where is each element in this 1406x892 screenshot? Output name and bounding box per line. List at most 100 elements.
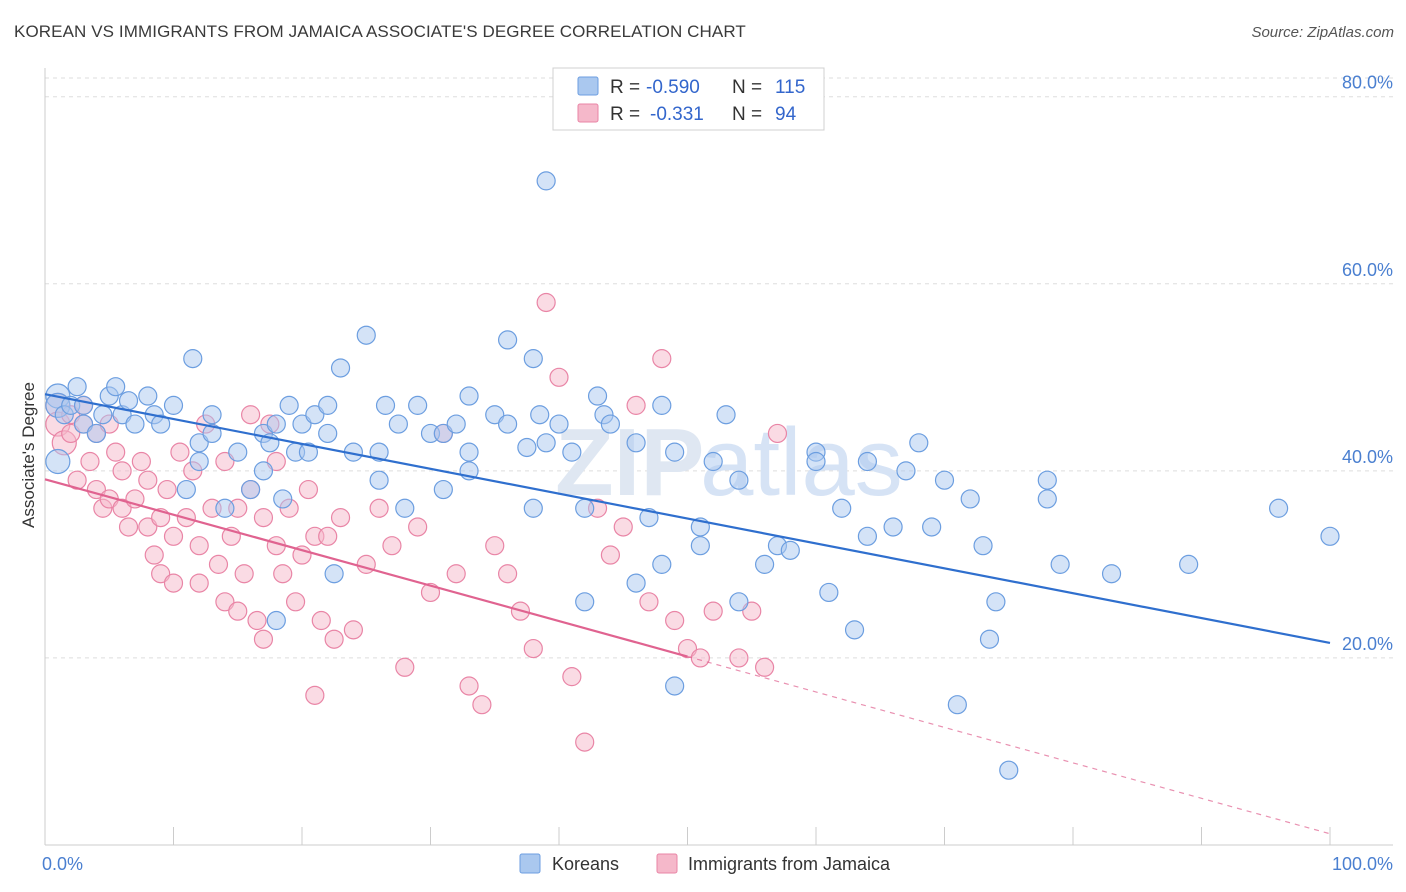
korean-point	[498, 414, 518, 434]
jamaica-point	[330, 508, 351, 528]
korean-point	[189, 433, 209, 453]
korean-point	[922, 517, 942, 537]
jamaica-point	[382, 536, 402, 556]
y-axis-label: Associate's Degree	[19, 382, 38, 528]
x-tick-min: 0.0%	[42, 854, 83, 874]
korean-point	[575, 498, 595, 518]
jamaica-point	[690, 648, 710, 668]
korean-point	[986, 592, 1006, 612]
korean-point	[832, 498, 852, 518]
jamaica-point	[61, 423, 81, 444]
korean-trend-line	[44, 393, 1331, 645]
jamaica-point	[80, 451, 100, 472]
legend-jamaica-n-value: 94	[775, 104, 797, 125]
korean-point	[857, 451, 878, 472]
korean-point	[549, 414, 569, 434]
korean-point	[729, 470, 749, 490]
jamaica-point	[170, 442, 190, 462]
jamaica-trend-extension	[687, 655, 1331, 835]
jamaica-point	[118, 517, 139, 537]
jamaica-point	[138, 470, 158, 490]
korean-point	[498, 330, 518, 350]
korean-point	[626, 573, 646, 593]
jamaica-point	[215, 592, 235, 612]
korean-point	[375, 395, 396, 415]
legend-korean-n-label: N =	[732, 77, 762, 98]
korean-point	[999, 760, 1019, 780]
jamaica-point	[395, 657, 415, 677]
jamaica-point	[157, 479, 177, 500]
korean-point	[652, 395, 672, 415]
y-tick-labels: 20.0% 40.0% 60.0% 80.0%	[1342, 73, 1393, 654]
korean-point	[639, 508, 659, 528]
korean-point	[575, 592, 595, 612]
jamaica-point	[485, 536, 505, 556]
korean-point	[1037, 489, 1057, 509]
legend-jamaica-r-label: R =	[610, 104, 640, 125]
korean-point	[67, 377, 87, 397]
korean-point	[780, 540, 800, 560]
korean-point	[151, 414, 171, 434]
korean-point	[665, 442, 685, 462]
korean-point	[1268, 498, 1289, 518]
jamaica-point	[767, 423, 788, 444]
korean-point	[947, 695, 967, 715]
jamaica-point	[208, 554, 229, 574]
jamaica-point	[729, 648, 749, 668]
jamaica-point	[234, 564, 254, 584]
bottom-legend-korean-label: Koreans	[552, 854, 619, 874]
jamaica-point	[343, 620, 363, 640]
legend-jamaica-n-label: N =	[732, 104, 762, 125]
korean-point	[183, 349, 203, 369]
korean-point	[960, 489, 980, 509]
jamaica-point	[241, 405, 261, 425]
korean-point	[446, 414, 466, 434]
trend-lines	[44, 393, 1331, 835]
jamaica-point	[369, 498, 389, 518]
jamaica-point	[446, 564, 466, 584]
korean-point	[273, 489, 293, 509]
korean-point	[73, 395, 94, 415]
chart-title: KOREAN VS IMMIGRANTS FROM JAMAICA ASSOCI…	[14, 22, 746, 41]
legend-korean-r-label: R =	[610, 77, 640, 98]
korean-point	[298, 442, 319, 462]
korean-point	[202, 423, 222, 444]
jamaica-point	[523, 638, 543, 659]
jamaica-point	[138, 517, 158, 537]
korean-point	[530, 405, 550, 425]
jamaica-point	[247, 610, 267, 631]
legend-box: R = -0.590 N = 115 R = -0.331 N = 94	[552, 67, 825, 131]
y-tick-label: 80.0%	[1342, 73, 1393, 93]
jamaica-point	[163, 573, 184, 593]
korean-point	[176, 479, 196, 500]
jamaica-point	[131, 451, 151, 472]
korean-point	[806, 451, 826, 472]
jamaica-point	[459, 676, 479, 696]
chart-source: Source: ZipAtlas.com	[1251, 24, 1394, 41]
jamaica-point	[189, 536, 209, 556]
korean-point	[857, 526, 878, 546]
korean-point	[318, 395, 338, 415]
korean-point	[819, 582, 839, 603]
korean-point	[73, 414, 94, 434]
korean-point	[517, 437, 537, 458]
jamaica-point	[228, 601, 248, 621]
jamaica-point	[498, 564, 518, 584]
legend-korean-r-value: -0.590	[646, 77, 700, 98]
korean-point	[665, 676, 685, 696]
x-tick-max: 100.0%	[1332, 854, 1393, 874]
korean-point	[253, 461, 274, 481]
jamaica-point	[665, 610, 685, 631]
korean-point	[600, 414, 621, 434]
korean-point	[45, 448, 71, 475]
korean-point	[408, 395, 428, 415]
jamaica-point	[318, 526, 338, 546]
y-tick-label: 20.0%	[1342, 634, 1393, 654]
legend-jamaica-swatch	[577, 103, 599, 123]
jamaica-point	[144, 545, 164, 565]
korean-point	[292, 414, 312, 434]
jamaica-point	[266, 451, 286, 472]
korean-point	[729, 592, 749, 612]
jamaica-point	[189, 573, 209, 593]
